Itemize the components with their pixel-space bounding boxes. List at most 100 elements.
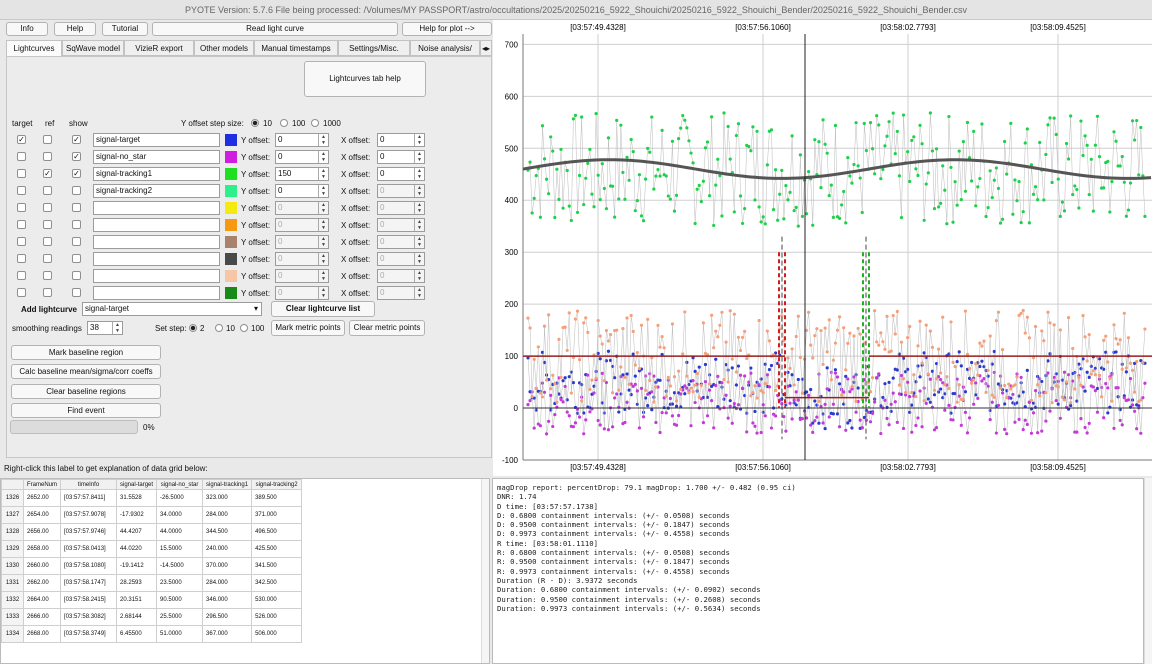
grid-hint-label[interactable]: Right-click this label to get explanatio… <box>4 464 208 473</box>
grid-cell[interactable]: 2664.00 <box>22 591 62 609</box>
grid-column-header[interactable]: signal-tracking1 <box>202 479 253 490</box>
grid-cell[interactable]: -26.5000 <box>156 489 204 507</box>
grid-cell[interactable]: 51.0000 <box>156 625 204 643</box>
grid-cell[interactable]: 90.5000 <box>156 591 204 609</box>
spin-arrows-icon[interactable]: ▲ ▼ <box>318 185 328 197</box>
y-offset-input-6[interactable]: 0 ▲ ▼ <box>275 235 329 249</box>
ref-checkbox-3[interactable] <box>43 186 52 195</box>
ref-checkbox-7[interactable] <box>43 254 52 263</box>
grid-cell[interactable]: [03:57:57.9746] <box>60 523 118 541</box>
clear-metric-points-button[interactable]: Clear metric points <box>349 320 425 336</box>
grid-cell[interactable]: 346.000 <box>202 591 253 609</box>
spin-arrows-icon[interactable]: ▲ ▼ <box>318 270 328 282</box>
ref-checkbox-9[interactable] <box>43 288 52 297</box>
ref-checkbox-6[interactable] <box>43 237 52 246</box>
ref-checkbox-4[interactable] <box>43 203 52 212</box>
x-offset-input-3[interactable]: 0 ▲ ▼ <box>377 184 425 198</box>
help-button[interactable]: Help <box>54 22 96 36</box>
grid-cell[interactable]: 240.000 <box>202 540 253 558</box>
y-offset-input-1[interactable]: 0 ▲ ▼ <box>275 150 329 164</box>
grid-cell[interactable]: [03:57:58.1747] <box>60 574 118 592</box>
target-checkbox-0[interactable]: ✓ <box>17 135 26 144</box>
grid-cell[interactable]: 370.000 <box>202 557 253 575</box>
grid-cell[interactable]: 2662.00 <box>22 574 62 592</box>
grid-cell[interactable]: -14.5000 <box>156 557 204 575</box>
grid-column-header[interactable]: FrameNum <box>22 479 62 490</box>
spin-arrows-icon[interactable]: ▲ ▼ <box>318 287 328 299</box>
target-checkbox-1[interactable] <box>17 152 26 161</box>
grid-cell[interactable]: 530.000 <box>251 591 303 609</box>
spin-arrows-icon[interactable]: ▲ ▼ <box>414 270 424 282</box>
report-text[interactable]: magDrop report: percentDrop: 79.1 magDro… <box>492 478 1144 664</box>
grid-cell[interactable]: 31.5528 <box>116 489 158 507</box>
data-grid[interactable]: FrameNum timeInfo signal-target signal-no_s… <box>0 478 490 664</box>
grid-cell[interactable]: 2652.00 <box>22 489 62 507</box>
target-checkbox-9[interactable] <box>17 288 26 297</box>
x-offset-input-5[interactable]: 0 ▲ ▼ <box>377 218 425 232</box>
clear-lightcurve-list-button[interactable]: Clear lightcurve list <box>271 301 375 317</box>
grid-column-header[interactable]: timeInfo <box>60 479 118 490</box>
spin-arrows-icon[interactable]: ▲ ▼ <box>414 287 424 299</box>
target-checkbox-4[interactable] <box>17 203 26 212</box>
curve-name-6[interactable] <box>93 235 220 249</box>
show-checkbox-8[interactable] <box>72 271 81 280</box>
show-checkbox-9[interactable] <box>72 288 81 297</box>
target-checkbox-5[interactable] <box>17 220 26 229</box>
y-offset-input-7[interactable]: 0 ▲ ▼ <box>275 252 329 266</box>
grid-cell[interactable]: 506.000 <box>251 625 303 643</box>
row-header[interactable]: 1327 <box>1 506 24 524</box>
row-header[interactable]: 1332 <box>1 591 24 609</box>
table-row[interactable]: 1326 2652.00 [03:57:57.8411] 31.5528 -26.500… <box>1 489 303 507</box>
tab-2[interactable]: VizieR export <box>124 40 194 56</box>
grid-cell[interactable]: [03:57:57.9078] <box>60 506 118 524</box>
set-step-radio-100[interactable] <box>240 324 248 332</box>
lightcurves-tab-help-button[interactable]: Lightcurves tab help <box>304 61 426 97</box>
grid-cell[interactable]: 284.000 <box>202 574 253 592</box>
grid-cell[interactable]: [03:57:58.0413] <box>60 540 118 558</box>
show-checkbox-4[interactable] <box>72 203 81 212</box>
row-header[interactable]: 1330 <box>1 557 24 575</box>
grid-column-header[interactable]: signal-target <box>116 479 158 490</box>
grid-cell[interactable]: 2668.00 <box>22 625 62 643</box>
table-row[interactable]: 1331 2662.00 [03:57:58.1747] 28.2593 23.5000… <box>1 574 303 592</box>
table-row[interactable]: 1330 2660.00 [03:57:58.1080] -19.1412 -14.50… <box>1 557 303 575</box>
grid-cell[interactable]: 2654.00 <box>22 506 62 524</box>
target-checkbox-8[interactable] <box>17 271 26 280</box>
y-step-radio-1000[interactable] <box>311 119 319 127</box>
grid-cell[interactable]: -17.9302 <box>116 506 158 524</box>
curve-name-0[interactable]: signal-target <box>93 133 220 147</box>
spin-arrows-icon[interactable]: ▲ ▼ <box>318 151 328 163</box>
color-swatch-9[interactable] <box>225 287 237 299</box>
grid-cell[interactable]: 44.0000 <box>156 523 204 541</box>
tab-6[interactable]: Noise analysis/ <box>410 40 480 56</box>
spin-arrows-icon[interactable]: ▲ ▼ <box>318 168 328 180</box>
table-row[interactable]: 1327 2654.00 [03:57:57.9078] -17.9302 34.000… <box>1 506 303 524</box>
x-offset-input-6[interactable]: 0 ▲ ▼ <box>377 235 425 249</box>
grid-cell[interactable]: 323.000 <box>202 489 253 507</box>
y-offset-input-9[interactable]: 0 ▲ ▼ <box>275 286 329 300</box>
grid-cell[interactable]: 2666.00 <box>22 608 62 626</box>
calc-baseline-button[interactable]: Calc baseline mean/sigma/corr coeffs <box>11 364 161 379</box>
set-step-radio-2[interactable] <box>189 324 197 332</box>
row-header[interactable]: 1328 <box>1 523 24 541</box>
curve-name-7[interactable] <box>93 252 220 266</box>
grid-column-header[interactable]: signal-no_star <box>156 479 204 490</box>
mark-metric-points-button[interactable]: Mark metric points <box>271 320 345 336</box>
grid-cell[interactable]: [03:57:58.2415] <box>60 591 118 609</box>
grid-cell[interactable]: -19.1412 <box>116 557 158 575</box>
spin-arrows-icon[interactable]: ▲ ▼ <box>318 134 328 146</box>
target-checkbox-6[interactable] <box>17 237 26 246</box>
clear-baseline-regions-button[interactable]: Clear baseline regions <box>11 384 161 399</box>
grid-cell[interactable]: 44.4207 <box>116 523 158 541</box>
curve-name-4[interactable] <box>93 201 220 215</box>
show-checkbox-3[interactable] <box>72 186 81 195</box>
table-row[interactable]: 1333 2666.00 [03:57:58.3082] 2.68144 25.5000… <box>1 608 303 626</box>
spin-arrows-icon[interactable]: ▲ ▼ <box>414 185 424 197</box>
grid-scrollbar[interactable] <box>481 479 489 663</box>
table-row[interactable]: 1328 2656.00 [03:57:57.9746] 44.4207 44.0000… <box>1 523 303 541</box>
help-for-plot-button[interactable]: Help for plot --> <box>402 22 492 36</box>
show-checkbox-5[interactable] <box>72 220 81 229</box>
x-offset-input-9[interactable]: 0 ▲ ▼ <box>377 286 425 300</box>
set-step-radio-10[interactable] <box>215 324 223 332</box>
spin-arrows-icon[interactable]: ▲ ▼ <box>112 322 122 334</box>
